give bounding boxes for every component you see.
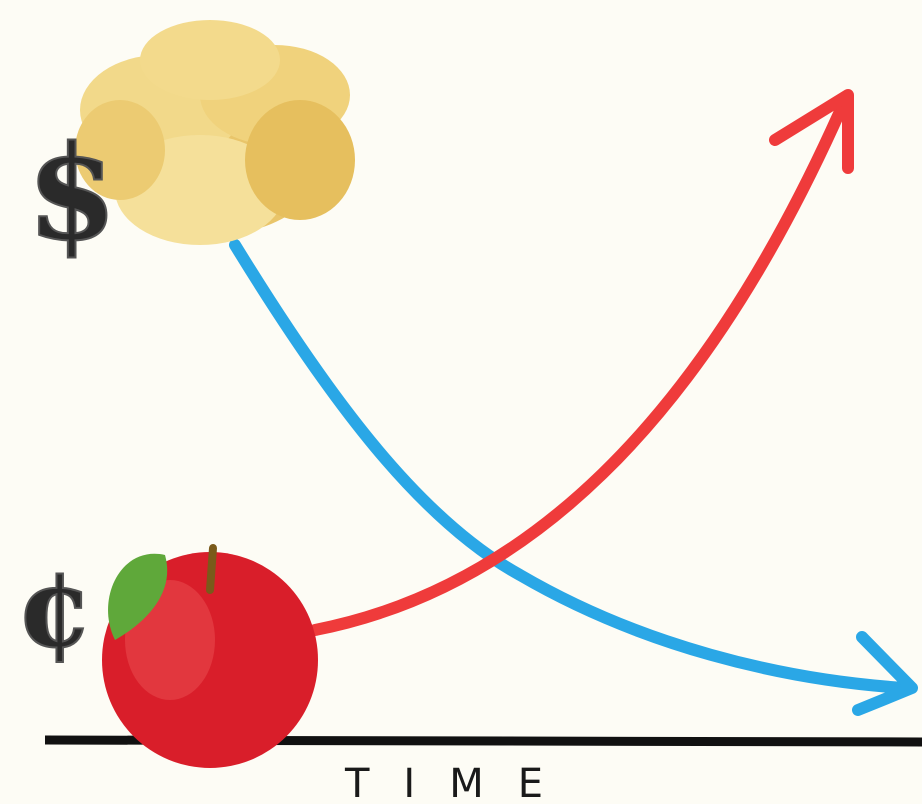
potato-chips: [75, 20, 355, 245]
apple: [102, 544, 318, 768]
chip: [75, 100, 165, 200]
apple-leaf: [108, 553, 168, 640]
axis-label: TIME: [344, 761, 577, 804]
low-price-symbol: ¢: [17, 543, 94, 672]
apple-price-curve: [309, 94, 851, 636]
chip: [140, 20, 280, 100]
high-price-symbol: $: [27, 117, 117, 270]
chips-price-curve: [229, 239, 911, 694]
chip: [245, 100, 355, 220]
chips-arrowhead: [852, 631, 918, 716]
apple-arrowhead: [769, 89, 854, 174]
apple-stem: [206, 544, 217, 594]
